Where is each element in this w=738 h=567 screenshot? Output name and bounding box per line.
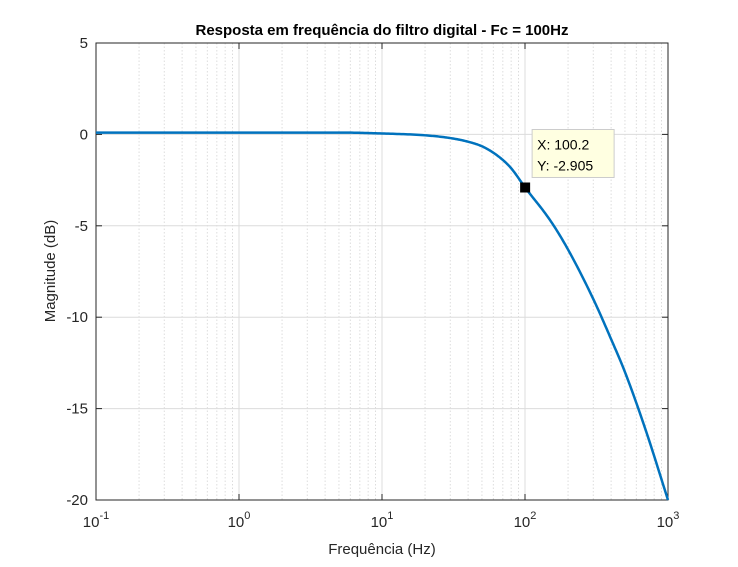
y-tick-label: 0 <box>80 126 88 143</box>
y-tick-label: -20 <box>66 492 88 509</box>
chart-title: Resposta em frequência do filtro digital… <box>195 22 568 39</box>
datatip-layer[interactable]: X: 100.2 Y: -2.905 <box>520 129 615 193</box>
tick-marks <box>95 42 669 501</box>
datatip-y-text: Y: -2.905 <box>537 158 593 174</box>
x-tick-label: 10-1 <box>83 510 109 531</box>
datatip-x-text: X: 100.2 <box>537 137 589 153</box>
series-line <box>96 131 670 501</box>
series-layer <box>96 131 670 501</box>
y-axis-label: Magnitude (dB) <box>42 220 59 323</box>
datatip-box[interactable] <box>531 129 615 179</box>
x-tick-label: 103 <box>657 510 680 531</box>
minor-grid <box>138 43 662 500</box>
tick-labels: 10-1 100 101 102 103 5 0 -5 -10 -15 -20 <box>66 35 679 531</box>
y-tick-label: -15 <box>66 401 88 418</box>
x-tick-label: 102 <box>514 510 537 531</box>
x-axis-label: Frequência (Hz) <box>328 541 436 558</box>
y-tick-label: -10 <box>66 309 88 326</box>
x-tick-label: 101 <box>371 510 394 531</box>
datatip-marker[interactable] <box>520 182 531 193</box>
y-tick-label: -5 <box>75 218 88 235</box>
x-tick-label: 100 <box>228 510 251 531</box>
y-tick-label: 5 <box>80 35 88 52</box>
